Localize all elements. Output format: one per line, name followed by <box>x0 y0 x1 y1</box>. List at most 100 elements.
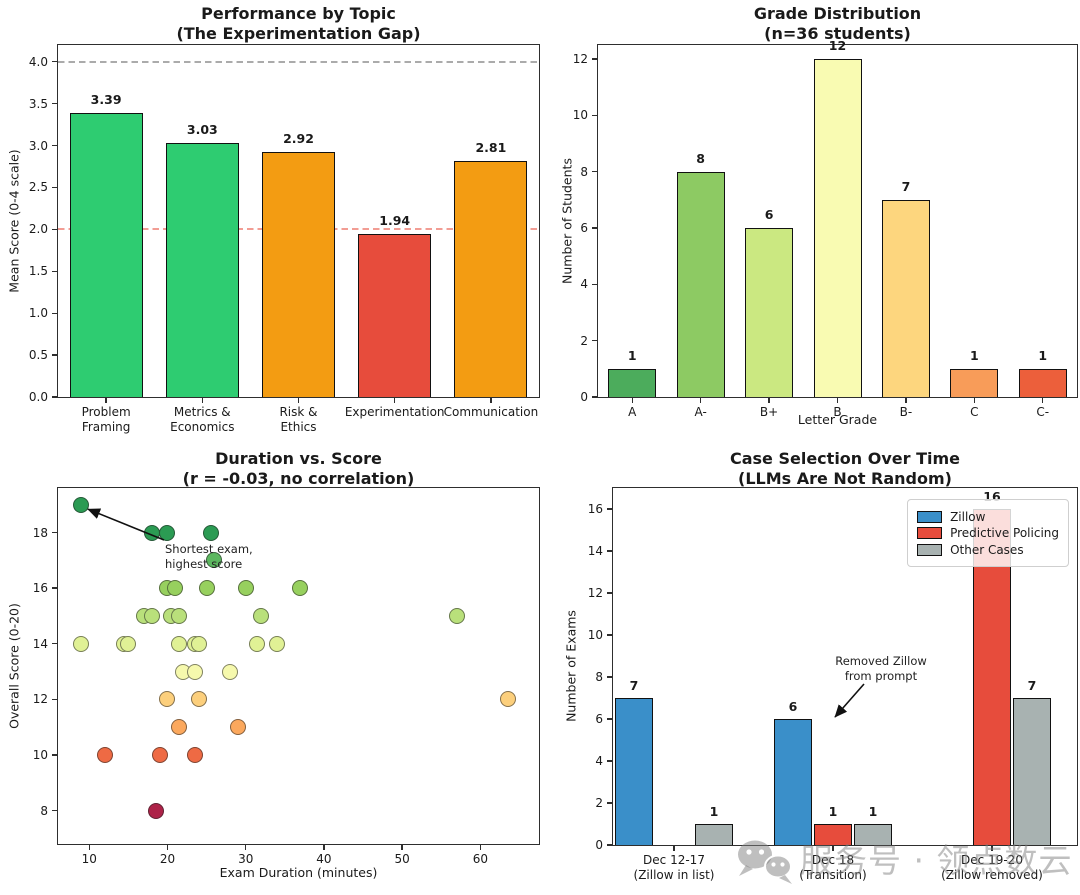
x-tick-mark <box>673 845 675 851</box>
y-tick-mark <box>607 676 613 678</box>
y-tick-label: 2.5 <box>28 180 48 195</box>
scatter-point <box>147 802 164 819</box>
y-tick-label: 8 <box>595 670 603 684</box>
bar-value-label: 6 <box>764 207 774 223</box>
chart-subtitle: (r = -0.03, no correlation) <box>182 469 415 488</box>
chart-panel-case-selection: Case Selection Over Time (LLMs Are Not R… <box>545 445 1080 895</box>
bar-Other Cases <box>695 824 733 845</box>
x-axis-label: Letter Grade <box>797 412 878 427</box>
y-tick-label: 18 <box>32 525 48 540</box>
x-tick-mark <box>479 844 481 850</box>
y-tick-label: 0.5 <box>28 348 48 363</box>
annotation-arrow <box>87 508 165 541</box>
y-tick-label: 12 <box>32 692 48 707</box>
bar-B+ <box>745 228 794 397</box>
x-tick-mark <box>323 844 325 850</box>
legend-label: Predictive Policing <box>950 526 1059 540</box>
x-category-label: Risk & Ethics <box>279 405 318 434</box>
chart-subtitle: (n=36 students) <box>764 24 911 43</box>
x-tick-mark <box>105 397 107 403</box>
y-tick-label: 4 <box>595 754 603 768</box>
legend-swatch <box>917 510 943 523</box>
scatter-point <box>190 691 207 708</box>
annotation-removed-zillow: Removed Zillow from prompt <box>835 654 927 683</box>
legend-label: Zillow <box>950 509 986 524</box>
scatter-point <box>171 719 188 736</box>
y-tick-label: 12 <box>572 52 588 67</box>
bar-Problem <box>69 112 143 397</box>
x-tick-mark <box>1042 397 1044 403</box>
y-tick-mark <box>52 144 58 147</box>
scatter-point <box>96 747 113 763</box>
x-tick-label: 60 <box>472 852 488 866</box>
y-tick-mark <box>52 312 58 314</box>
y-tick-mark <box>607 760 613 762</box>
scatter-point <box>171 635 188 652</box>
bar-value-label: 8 <box>696 150 705 166</box>
y-tick-label: 3.5 <box>28 96 48 111</box>
y-tick-mark <box>592 171 598 173</box>
x-category-label: Experimentation <box>344 405 445 419</box>
x-tick-mark <box>88 844 90 850</box>
bar-Zillow <box>615 698 653 845</box>
x-category-label: A <box>628 405 637 419</box>
legend: Zillow Predictive Policing Other Cases <box>907 499 1069 567</box>
scatter-point <box>143 607 160 624</box>
y-tick-label: 10 <box>587 628 603 642</box>
x-category-label: A- <box>694 405 707 419</box>
y-tick-mark <box>592 114 598 117</box>
scatter-point <box>120 635 137 652</box>
bar-value-label: 12 <box>828 38 847 54</box>
chart-subtitle: (LLMs Are Not Random) <box>738 469 952 488</box>
y-tick-mark <box>52 354 58 356</box>
x-tick-label: 30 <box>238 852 254 866</box>
chart-title-block: Case Selection Over Time (LLMs Are Not R… <box>612 449 1078 489</box>
y-tick-mark <box>607 802 613 804</box>
bar-C- <box>1018 368 1067 397</box>
y-tick-label: 0 <box>580 390 588 404</box>
x-tick-label: 50 <box>394 852 410 866</box>
y-tick-mark <box>592 283 598 285</box>
scatter-point <box>206 552 223 569</box>
y-tick-mark <box>52 396 58 398</box>
y-tick-label: 16 <box>32 581 48 596</box>
scatter-point <box>253 607 270 624</box>
bar-Experimentation <box>358 234 432 397</box>
bar-value-label: 1 <box>969 347 979 363</box>
y-tick-label: 16 <box>587 502 603 516</box>
scatter-point <box>159 524 176 541</box>
y-tick-mark <box>52 228 58 231</box>
bar-B <box>813 59 862 397</box>
y-tick-mark <box>52 61 58 63</box>
plot-area: 0 2 4 6 8 10 12 14 16 7 1 Dec 12-17 (Zillow in list… <box>588 487 1078 882</box>
scatter-point <box>268 635 285 652</box>
bar-A <box>608 368 657 397</box>
x-tick-mark <box>297 397 300 403</box>
bar-value-label: 7 <box>629 678 639 693</box>
y-tick-label: 8 <box>40 803 48 818</box>
y-tick-mark <box>607 508 613 510</box>
y-tick-label: 6 <box>595 712 603 726</box>
y-tick-label: 0.0 <box>28 390 48 404</box>
scatter-point <box>143 524 160 541</box>
x-tick-mark <box>991 845 993 851</box>
y-tick-label: 2.0 <box>28 222 48 237</box>
bar-Predictive Policing <box>814 824 852 845</box>
chart-title: Case Selection Over Time <box>729 449 961 468</box>
bar-value-label: 1 <box>709 804 719 819</box>
x-category-label: Dec 18 (Transition) <box>799 853 867 882</box>
scatter-point <box>186 747 203 763</box>
annotation-shortest-exam: Shortest exam, highest score <box>165 542 253 571</box>
legend-swatch <box>917 543 943 556</box>
y-tick-mark <box>52 587 58 589</box>
x-tick-mark <box>631 397 633 403</box>
y-tick-mark <box>52 531 58 534</box>
x-category-label: C- <box>1036 405 1050 419</box>
bar-value-label: 6 <box>788 699 798 714</box>
bar-value-label: 1 <box>1038 347 1048 363</box>
bar-value-label: 1 <box>627 347 637 363</box>
scatter-point <box>171 607 188 624</box>
bar-C <box>950 368 999 397</box>
y-tick-label: 14 <box>587 544 603 558</box>
y-tick-label: 4 <box>580 277 588 292</box>
